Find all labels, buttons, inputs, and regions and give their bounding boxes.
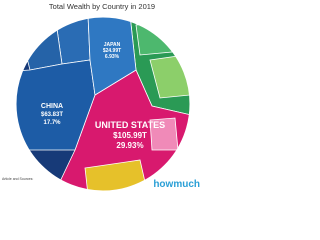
cell-label: JAPAN [104, 42, 121, 48]
brand: howmuch [153, 179, 200, 190]
cell [87, 17, 137, 96]
cell-label: UNITED STATES [95, 120, 165, 130]
cell-label: CHINA [41, 103, 63, 110]
chart-title: Total Wealth by Country in 2019 [49, 2, 155, 11]
source: Article and Sources: [2, 177, 33, 181]
cell-label: 6.93% [105, 54, 120, 60]
data-cells [16, 17, 190, 191]
cell [149, 54, 190, 99]
cell-label: $24.99T [103, 48, 121, 54]
cell [171, 21, 190, 56]
chart: Total Wealth by Country in 2019 Article … [2, 2, 200, 192]
cell [135, 21, 173, 56]
cell-label: 29.93% [116, 141, 143, 150]
cell-label: 17.7% [43, 120, 61, 126]
cell-label: $105.99T [113, 131, 147, 140]
cell-label: $63.83T [41, 112, 63, 118]
outline [15, 16, 191, 192]
